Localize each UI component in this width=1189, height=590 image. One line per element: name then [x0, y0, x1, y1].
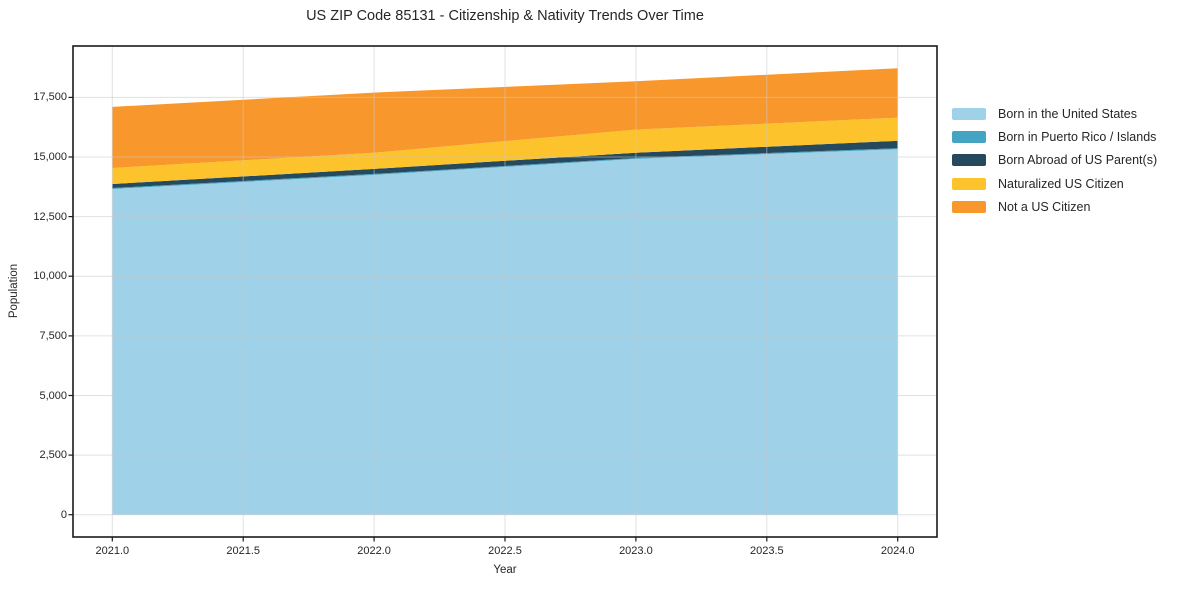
legend-label: Naturalized US Citizen	[998, 176, 1124, 191]
legend-item: Not a US Citizen	[952, 196, 1157, 219]
legend: Born in the United States Born in Puerto …	[952, 102, 1157, 219]
legend-label: Not a US Citizen	[998, 200, 1091, 215]
legend-item: Born in the United States	[952, 102, 1157, 125]
y-tick-label: 12,500	[33, 210, 67, 223]
legend-swatch	[952, 154, 986, 167]
x-tick-label: 2023.0	[619, 545, 653, 557]
legend-label: Born in the United States	[998, 106, 1137, 121]
legend-swatch	[952, 131, 986, 144]
x-tick-label: 2023.5	[749, 545, 784, 557]
chart-title: US ZIP Code 85131 - Citizenship & Nativi…	[306, 8, 704, 24]
legend-label: Born in Puerto Rico / Islands	[998, 130, 1157, 145]
x-tick-label: 2021.0	[95, 545, 130, 557]
legend-item: Born Abroad of US Parent(s)	[952, 149, 1157, 172]
legend-swatch	[952, 201, 986, 214]
x-tick-label: 2022.5	[488, 545, 522, 557]
x-tick-label: 2024.0	[880, 545, 915, 557]
legend-swatch	[952, 177, 986, 190]
x-tick-label: 2022.0	[357, 545, 391, 557]
legend-item: Naturalized US Citizen	[952, 172, 1157, 195]
y-tick-label: 7,500	[39, 329, 67, 342]
legend-label: Born Abroad of US Parent(s)	[998, 153, 1158, 168]
y-tick-label: 17,500	[33, 91, 67, 104]
y-tick-label: 2,500	[39, 449, 67, 462]
x-tick-label: 2021.5	[226, 545, 261, 557]
y-tick-label: 0	[60, 508, 67, 521]
legend-item: Born in Puerto Rico / Islands	[952, 125, 1157, 148]
y-tick-label: 15,000	[33, 151, 67, 163]
x-axis-label: Year	[493, 564, 517, 576]
y-tick-label: 5,000	[39, 389, 67, 402]
legend-swatch	[952, 107, 986, 120]
y-tick-label: 10,000	[33, 270, 67, 283]
